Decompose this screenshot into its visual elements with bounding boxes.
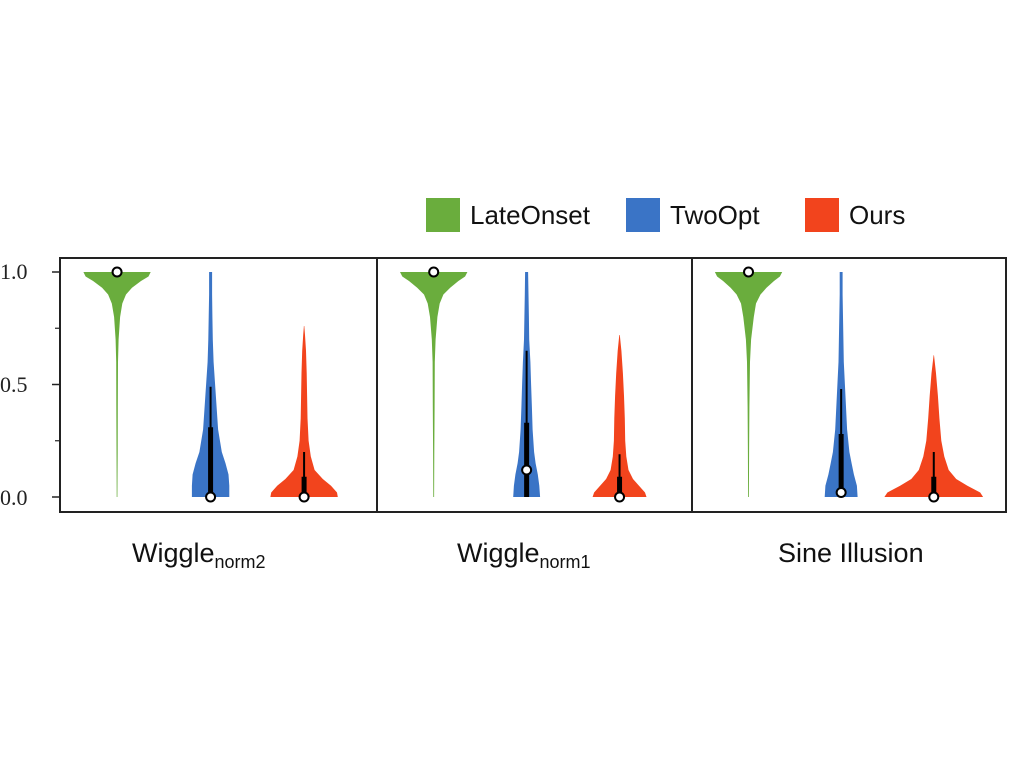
y-tick-label-0: 0.0	[0, 485, 28, 510]
violin-lateonset-panel-0	[83, 272, 151, 497]
panel-frame-2	[691, 257, 1007, 513]
panel-titles: Wigglenorm2 Wigglenorm1 Sine Illusion	[132, 538, 924, 572]
panel-2	[691, 257, 1007, 513]
y-axis: 0.0 0.5 1.0	[0, 259, 60, 510]
violin-ours-panel-1	[592, 335, 647, 497]
legend-swatch-lateonset	[426, 198, 460, 232]
legend-swatch-twoopt	[626, 198, 660, 232]
violin-ours-panel-0	[270, 326, 338, 497]
median-ours-panel-0	[298, 491, 310, 503]
y-tick-label-0.5: 0.5	[0, 372, 28, 397]
violin-twoopt-panel-2	[824, 272, 858, 497]
legend: LateOnset TwoOpt Ours	[426, 198, 905, 232]
legend-swatch-ours	[805, 198, 839, 232]
median-twoopt-panel-2	[835, 487, 847, 498]
median-twoopt-panel-1	[521, 464, 533, 476]
panel-title-sine-illusion: Sine Illusion	[778, 538, 924, 568]
violin-lateonset-panel-2	[714, 272, 783, 497]
median-lateonset-panel-1	[428, 266, 440, 278]
violin-lateonset-panel-1	[400, 272, 468, 497]
median-lateonset-panel-0	[111, 266, 123, 278]
panel-0	[59, 257, 378, 513]
median-ours-panel-1	[614, 491, 626, 503]
y-tick-label-1: 1.0	[0, 259, 28, 284]
median-ours-panel-2	[928, 491, 940, 503]
violin-ours-panel-2	[884, 355, 984, 497]
panel-1	[376, 257, 693, 513]
legend-label-ours: Ours	[849, 200, 905, 230]
panel-title-wiggle-norm1: Wigglenorm1	[457, 538, 591, 572]
violin-twoopt-panel-0	[191, 272, 230, 497]
median-lateonset-panel-2	[743, 266, 755, 278]
panel-title-wiggle-norm2: Wigglenorm2	[132, 538, 266, 572]
panels	[59, 257, 1007, 513]
legend-label-twoopt: TwoOpt	[670, 200, 760, 230]
median-twoopt-panel-0	[205, 491, 217, 503]
legend-label-lateonset: LateOnset	[470, 200, 591, 230]
